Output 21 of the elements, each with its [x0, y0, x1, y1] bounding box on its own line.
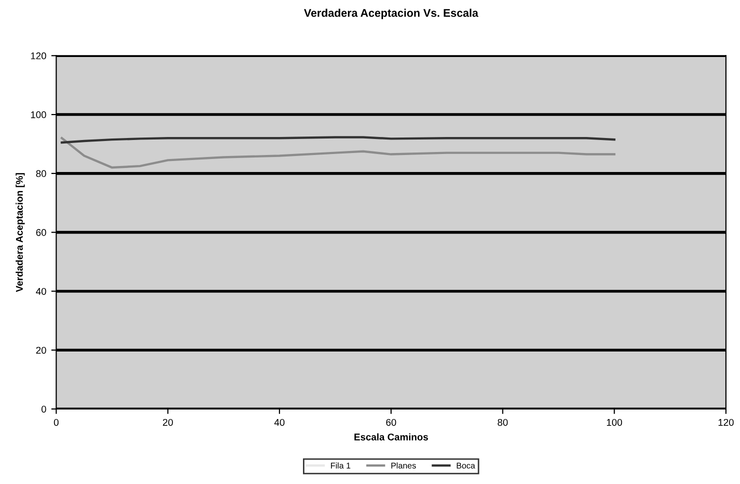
- x-tick-label: 120: [718, 418, 734, 426]
- y-axis-title: Verdadera Aceptacion [%]: [16, 173, 25, 292]
- x-tick-label: 100: [606, 418, 622, 426]
- x-tick-label: 40: [274, 418, 284, 426]
- legend-label: Planes: [391, 462, 416, 469]
- y-tick-label: 40: [36, 288, 46, 295]
- x-tick-label: 80: [498, 418, 508, 426]
- chart-title: Verdadera Aceptacion Vs. Escala: [304, 8, 478, 20]
- x-tick-label: 0: [54, 418, 59, 426]
- legend-label: Fila 1: [331, 462, 350, 469]
- x-tick-label: 20: [162, 418, 173, 426]
- y-tick-label: 0: [41, 406, 46, 413]
- y-tick-label: 20: [36, 346, 46, 354]
- line-series: [60, 136, 616, 169]
- x-axis-title: Escala Caminos: [354, 433, 428, 440]
- x-tick-label: 60: [386, 418, 396, 426]
- y-tick-label: 60: [36, 229, 46, 236]
- legend-label: Boca: [456, 462, 476, 469]
- y-tick-label: 80: [36, 170, 46, 178]
- y-tick-label: 120: [31, 52, 46, 60]
- y-tick-label: 100: [31, 111, 46, 118]
